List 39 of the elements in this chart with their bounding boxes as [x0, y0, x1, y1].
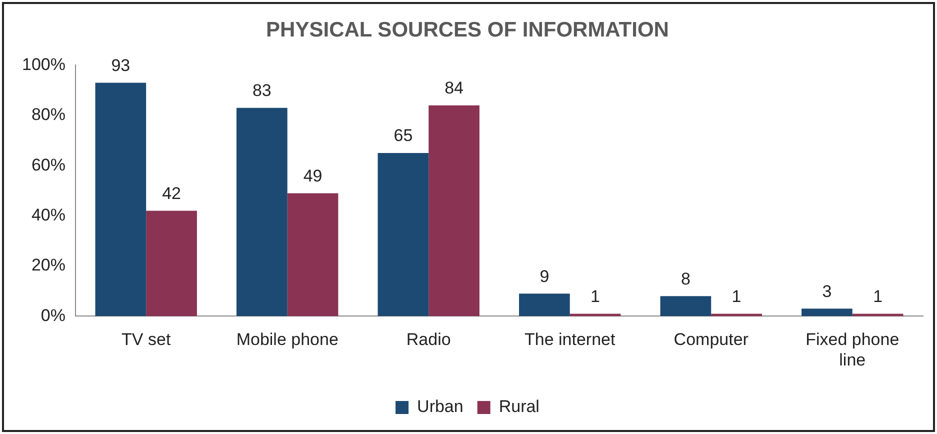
bar	[711, 314, 762, 316]
x-tick-label: Fixed phone line	[806, 330, 900, 370]
bar	[519, 294, 570, 316]
data-label: 1	[590, 286, 600, 306]
y-tick-label: 100%	[22, 54, 66, 74]
x-tick-label: Mobile phone	[236, 330, 338, 350]
data-label: 1	[732, 286, 742, 306]
data-label: 65	[394, 126, 413, 146]
x-tick-label: Computer	[674, 330, 749, 350]
bar	[428, 105, 480, 316]
chart-title: PHYSICAL SOURCES OF INFORMATION	[266, 18, 669, 42]
y-tick-label: 80%	[31, 105, 66, 124]
data-label: 9	[540, 266, 550, 286]
data-label: 83	[252, 81, 272, 100]
bar	[378, 153, 429, 316]
bar	[660, 296, 712, 316]
y-tick-label: 40%	[31, 205, 66, 224]
bar	[146, 210, 197, 316]
bar	[287, 193, 338, 316]
bar	[570, 314, 621, 316]
data-label: 93	[111, 56, 130, 75]
x-tick-label: Radio	[406, 330, 451, 350]
data-label: 42	[162, 184, 181, 203]
data-label: 49	[303, 166, 322, 186]
legend-label: Urban	[417, 397, 464, 416]
y-tick-label: 20%	[31, 256, 66, 275]
legend-label: Rural	[498, 397, 540, 416]
x-tick-label: TV set	[122, 330, 171, 350]
x-tick-label: The internet	[524, 330, 616, 350]
bar	[95, 82, 146, 316]
data-label: 3	[822, 282, 832, 301]
y-tick-label: 60%	[31, 155, 66, 174]
bar	[236, 108, 288, 316]
data-label: 84	[444, 78, 464, 98]
bar	[852, 314, 904, 316]
y-tick-label: 0%	[40, 306, 66, 325]
data-label: 1	[873, 286, 883, 306]
bar	[802, 308, 852, 316]
data-label: 8	[680, 269, 690, 288]
